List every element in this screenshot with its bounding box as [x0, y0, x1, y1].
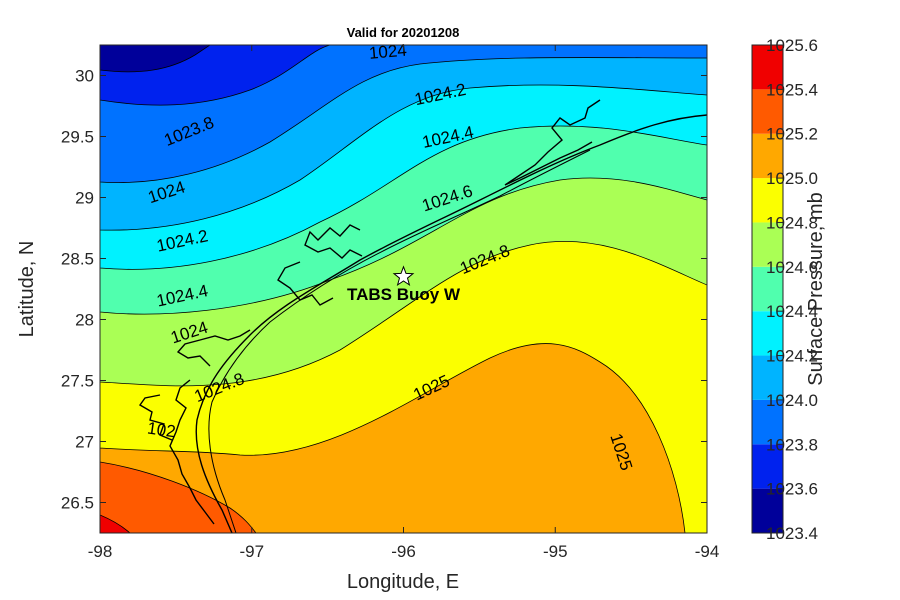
coastline [138, 99, 707, 533]
colorbar-segment [752, 355, 783, 400]
markers: TABS Buoy W [347, 265, 461, 304]
colorbar-tick-label: 1025.2 [766, 125, 818, 144]
x-axis-label: Longitude, E [347, 571, 459, 593]
x-tick-label: -94 [695, 542, 720, 561]
contour-label: 102 [146, 419, 177, 442]
y-tick-label: 29.5 [61, 128, 94, 147]
colorbar-tick-label: 1023.6 [766, 480, 818, 499]
y-tick-label: 27.5 [61, 372, 94, 391]
colorbar-segment [752, 444, 783, 489]
band-1023.6-1023.8 [100, 45, 211, 73]
y-axis-ticks: 26.5 27 27.5 28 28.5 29 29.5 30 [61, 67, 707, 513]
colorbar-tick-label: 1023.4 [766, 524, 818, 543]
colorbar-tick-label: 1024.8 [766, 213, 818, 232]
band-1025.2-1025.4 [100, 461, 257, 533]
band-1025.4-1025.6 [100, 514, 131, 533]
colorbar-segment [752, 399, 783, 445]
colorbar-frame [751, 44, 784, 534]
colorbar-segment [752, 89, 783, 134]
plot-area [100, 45, 707, 533]
colorbar-segment [752, 222, 783, 267]
colorbar-tick-label: 1024.2 [766, 347, 818, 366]
x-axis-ticks: -98 -97 -96 -95 -94 [88, 45, 720, 561]
y-tick-label: 28.5 [61, 250, 94, 269]
colorbar-tick-label: 1025.4 [766, 80, 818, 99]
x-tick-label: -98 [88, 542, 113, 561]
y-tick-label: 29 [75, 189, 94, 208]
colorbar-tick-label: 1025.6 [766, 36, 818, 55]
buoy-label: TABS Buoy W [347, 285, 461, 304]
colorbar: 1023.4 1023.6 1023.8 1024.0 1024.2 1024.4 1024… [751, 36, 827, 543]
colorbar-segment [752, 266, 783, 312]
colorbar-tick-label: 1024.0 [766, 391, 818, 410]
buoy-star-marker [392, 265, 415, 287]
colorbar-label: Surface Pressure, mb [805, 192, 827, 385]
colorbar-tick-label: 1025.0 [766, 169, 818, 188]
colorbar-tick-label: 1024.4 [766, 302, 818, 321]
y-tick-label: 30 [75, 67, 94, 86]
colorbar-segment [752, 45, 783, 90]
colorbar-tick-label: 1023.8 [766, 435, 818, 454]
chart-title: Valid for 20201208 [347, 25, 460, 40]
colorbar-segment [752, 178, 783, 223]
x-tick-label: -95 [543, 542, 568, 561]
colorbar-tick-label: 1024.6 [766, 258, 818, 277]
y-axis-label: Latitude, N [16, 241, 38, 338]
colorbar-segment [752, 311, 783, 356]
x-tick-label: -96 [391, 542, 416, 561]
y-tick-label: 26.5 [61, 494, 94, 513]
y-tick-label: 27 [75, 433, 94, 452]
colorbar-segment [752, 133, 783, 179]
y-tick-label: 28 [75, 311, 94, 330]
x-tick-label: -97 [239, 542, 264, 561]
colorbar-segment [752, 488, 783, 533]
contour-label: 1024 [368, 41, 407, 63]
